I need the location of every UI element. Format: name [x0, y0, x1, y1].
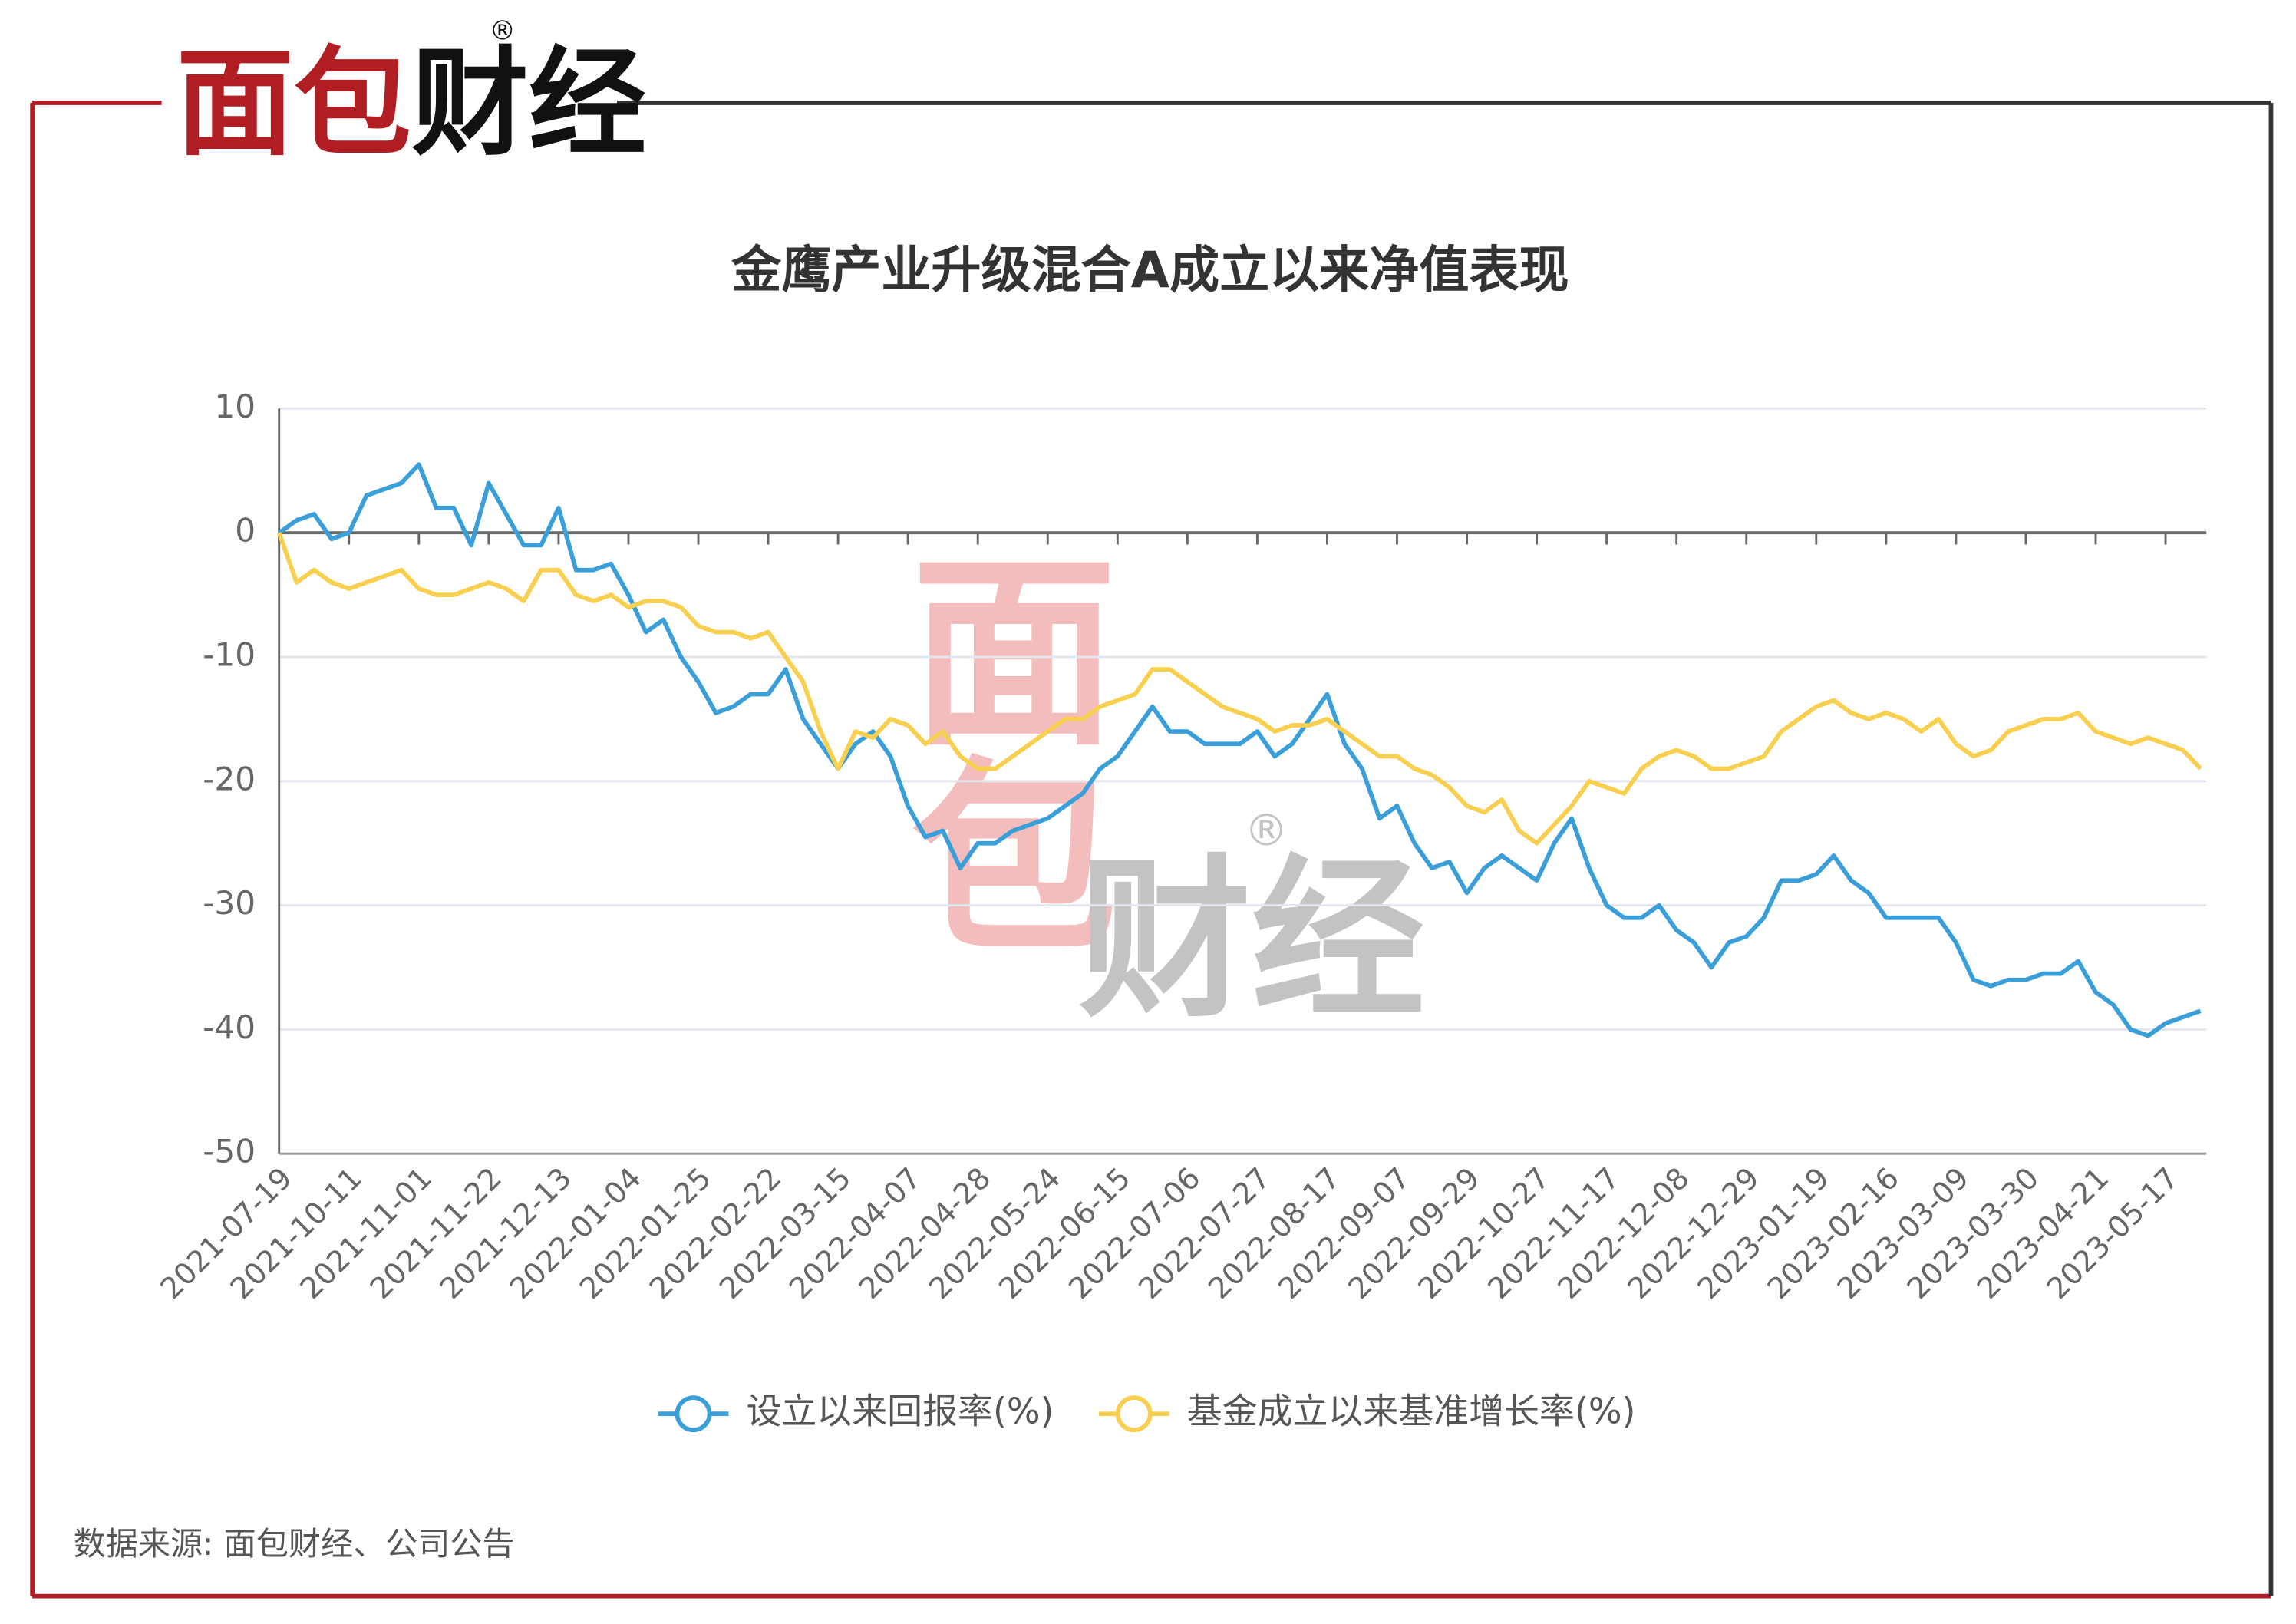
source: 数据来源: 面包财经、公司公告 [74, 1525, 515, 1563]
y-tick-label: -30 [203, 884, 256, 922]
y-tick-label: -40 [203, 1008, 256, 1046]
legend-marker [675, 1395, 712, 1433]
y-tick-label: -10 [203, 635, 256, 673]
y-tick-label: 10 [214, 388, 256, 425]
logo-black: 财经 [411, 36, 646, 173]
y-tick-label: 0 [235, 512, 256, 550]
series-line [277, 532, 2202, 846]
watermark-red: 面包 [876, 544, 1117, 956]
watermark-gray: 财经 [1078, 840, 1425, 1041]
chart-title: 金鹰产业升级混合A成立以来净值表现 [731, 242, 1569, 299]
legend-label: 基金成立以来基准增长率(%) [1187, 1391, 1636, 1432]
legend-marker [1115, 1395, 1153, 1433]
watermark: 面包 财经 ® [876, 544, 1424, 1041]
frame [30, 101, 2274, 1599]
logo-mark: ® [489, 16, 515, 47]
watermark-mark: ® [1244, 804, 1288, 856]
logo-red: 面包 [176, 36, 411, 173]
y-tick-label: -50 [203, 1133, 256, 1170]
series-line [278, 462, 2202, 1038]
legend-label: 设立以来回报率(%) [746, 1391, 1054, 1432]
y-tick-label: -20 [203, 760, 256, 797]
